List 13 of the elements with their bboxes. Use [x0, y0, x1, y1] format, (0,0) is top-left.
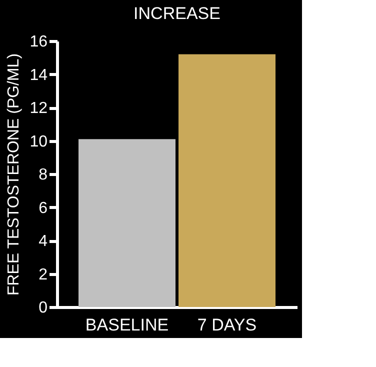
- y-tick-label: 0: [38, 300, 48, 316]
- x-tick-label: BASELINE: [85, 316, 169, 334]
- y-tick-label: 10: [30, 133, 48, 150]
- y-tick-label: 12: [30, 100, 48, 117]
- y-tick-label: 4: [38, 233, 48, 250]
- y-tick-label: 2: [38, 266, 48, 284]
- y-tick-label: 6: [38, 200, 48, 217]
- y-tick-label: 16: [30, 34, 48, 50]
- x-tick-label: 7 DAYS: [197, 316, 257, 334]
- chart-title: INCREASE: [134, 4, 220, 23]
- y-tick-label: 14: [30, 66, 48, 84]
- y-axis-title: FREE TESTOSTERONE (PG/ML): [6, 53, 23, 296]
- y-tick-label: 8: [38, 166, 48, 184]
